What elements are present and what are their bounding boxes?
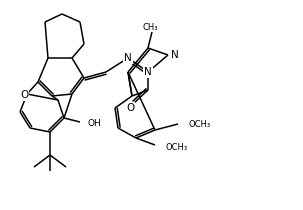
Text: N: N <box>124 53 132 63</box>
Text: O: O <box>126 103 134 113</box>
Text: CH₃: CH₃ <box>142 22 158 32</box>
Text: OCH₃: OCH₃ <box>165 143 187 151</box>
Text: N: N <box>171 50 179 60</box>
Text: O: O <box>20 90 28 100</box>
Text: N: N <box>144 67 152 77</box>
Text: OH: OH <box>87 118 101 127</box>
Text: OCH₃: OCH₃ <box>188 119 210 129</box>
